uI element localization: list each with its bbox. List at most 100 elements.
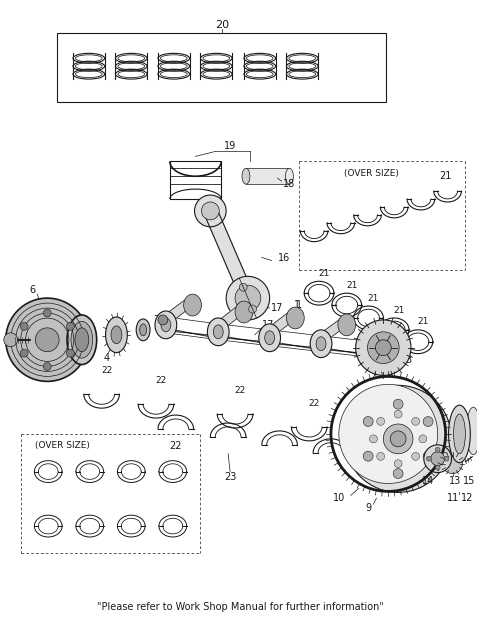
Circle shape: [249, 305, 257, 313]
Circle shape: [393, 399, 403, 409]
Circle shape: [394, 459, 402, 468]
Circle shape: [435, 448, 440, 452]
Text: 5: 5: [67, 356, 73, 366]
Circle shape: [412, 452, 420, 461]
Ellipse shape: [235, 301, 253, 323]
Text: (OVER SIZE): (OVER SIZE): [344, 169, 399, 177]
Circle shape: [368, 332, 399, 364]
Circle shape: [394, 410, 402, 418]
Text: 19: 19: [224, 141, 236, 151]
Circle shape: [4, 333, 18, 347]
Circle shape: [370, 435, 377, 443]
Bar: [170, 161, 221, 199]
Text: 9: 9: [365, 503, 372, 513]
Text: 21: 21: [439, 171, 452, 181]
Ellipse shape: [368, 342, 377, 357]
Ellipse shape: [316, 337, 326, 351]
Text: 4: 4: [104, 352, 109, 362]
Text: 22: 22: [169, 441, 182, 451]
Ellipse shape: [264, 331, 275, 345]
Text: 7: 7: [153, 315, 159, 325]
Ellipse shape: [338, 314, 356, 336]
Ellipse shape: [184, 294, 202, 316]
Text: 12: 12: [461, 493, 474, 503]
Circle shape: [339, 384, 438, 484]
Circle shape: [239, 283, 247, 291]
Ellipse shape: [136, 319, 150, 341]
Text: 15: 15: [463, 476, 476, 486]
Circle shape: [158, 315, 168, 325]
Circle shape: [6, 298, 89, 381]
Circle shape: [423, 417, 433, 426]
Polygon shape: [313, 349, 380, 354]
Ellipse shape: [75, 328, 89, 352]
Ellipse shape: [287, 307, 304, 329]
Text: 18: 18: [283, 179, 296, 189]
Ellipse shape: [259, 324, 280, 352]
Circle shape: [202, 202, 219, 220]
Circle shape: [43, 309, 51, 317]
Ellipse shape: [286, 168, 293, 184]
Circle shape: [66, 349, 74, 357]
Ellipse shape: [242, 168, 250, 184]
Text: 2: 2: [173, 307, 179, 317]
Ellipse shape: [361, 336, 384, 364]
Circle shape: [345, 386, 452, 492]
Ellipse shape: [161, 318, 171, 332]
Text: 14: 14: [421, 476, 434, 486]
Circle shape: [426, 456, 431, 461]
Text: 21: 21: [417, 318, 429, 326]
Circle shape: [377, 452, 384, 461]
Ellipse shape: [448, 405, 470, 462]
Circle shape: [20, 322, 28, 331]
Circle shape: [412, 418, 420, 425]
Circle shape: [423, 451, 433, 461]
Circle shape: [377, 418, 384, 425]
Polygon shape: [262, 342, 329, 349]
Text: 16: 16: [278, 254, 290, 264]
Text: 8: 8: [13, 323, 20, 333]
Text: 17: 17: [271, 303, 284, 313]
Circle shape: [66, 322, 74, 331]
Circle shape: [43, 362, 51, 371]
Circle shape: [444, 456, 449, 461]
Ellipse shape: [213, 325, 223, 339]
Text: 11: 11: [447, 493, 460, 503]
Text: 13: 13: [449, 476, 462, 486]
Text: 10: 10: [333, 493, 345, 503]
Text: 1: 1: [296, 300, 302, 310]
Polygon shape: [313, 320, 355, 339]
Polygon shape: [210, 337, 277, 342]
Circle shape: [435, 465, 440, 470]
Ellipse shape: [106, 317, 127, 352]
Circle shape: [363, 451, 373, 461]
Text: 21: 21: [318, 269, 330, 278]
Circle shape: [393, 469, 403, 479]
Ellipse shape: [71, 321, 93, 358]
Text: 22: 22: [234, 386, 246, 395]
Polygon shape: [210, 307, 252, 327]
Ellipse shape: [467, 407, 480, 455]
Circle shape: [443, 454, 462, 474]
Text: 17: 17: [262, 320, 274, 330]
Ellipse shape: [140, 324, 146, 336]
Text: "Please refer to Work Shop Manual for further information": "Please refer to Work Shop Manual for fu…: [96, 602, 384, 612]
Text: 20: 20: [215, 19, 229, 29]
Circle shape: [235, 285, 261, 311]
Text: 22: 22: [156, 376, 167, 385]
Bar: [57, 32, 386, 102]
Ellipse shape: [454, 414, 466, 454]
Ellipse shape: [310, 330, 332, 357]
Circle shape: [431, 452, 444, 466]
Text: 6: 6: [29, 285, 36, 295]
Ellipse shape: [67, 315, 96, 364]
Circle shape: [194, 195, 226, 227]
Ellipse shape: [155, 311, 177, 339]
Circle shape: [419, 435, 427, 443]
Circle shape: [375, 340, 391, 356]
Text: 22: 22: [309, 399, 320, 408]
Bar: [246, 168, 289, 184]
Text: (OVER SIZE): (OVER SIZE): [35, 441, 90, 450]
Text: 22: 22: [101, 366, 112, 375]
Polygon shape: [262, 313, 303, 333]
